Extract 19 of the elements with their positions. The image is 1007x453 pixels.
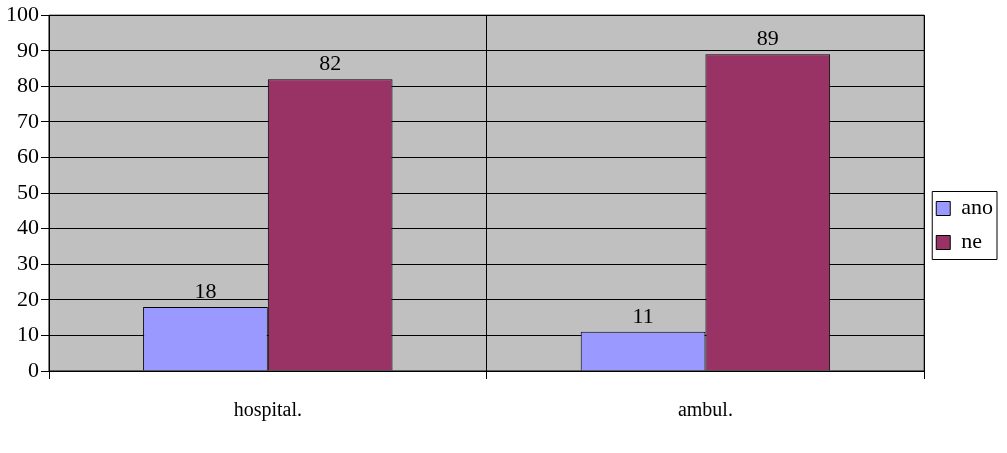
x-tick-label: ambul.: [677, 398, 733, 421]
data-label: 89: [756, 25, 779, 51]
data-label: 82: [319, 50, 342, 76]
y-tick-label: 60: [17, 143, 39, 169]
y-tick-label: 0: [28, 356, 39, 382]
y-tick-label: 100: [6, 0, 39, 26]
legend-label: ano: [961, 194, 993, 220]
y-tick-label: 40: [17, 214, 39, 240]
data-label: 18: [194, 277, 217, 303]
y-tick-label: 90: [17, 36, 39, 62]
x-tick-label: hospital.: [233, 398, 302, 422]
data-label: 11: [632, 302, 654, 328]
y-tick-label: 70: [17, 107, 39, 133]
y-tick-label: 30: [17, 250, 39, 276]
y-tick-label: 80: [17, 72, 39, 98]
y-tick-label: 10: [17, 321, 39, 347]
legend-label: ne: [961, 228, 982, 254]
y-tick-label: 50: [17, 178, 39, 204]
y-tick-label: 20: [17, 285, 39, 311]
